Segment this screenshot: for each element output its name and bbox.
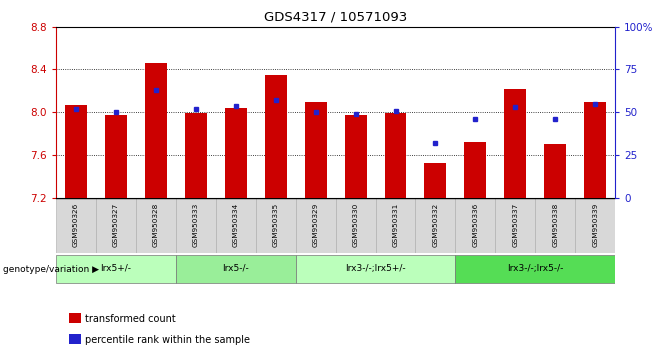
Text: GSM950326: GSM950326 xyxy=(73,202,79,247)
Text: GSM950332: GSM950332 xyxy=(432,202,438,247)
Bar xyxy=(584,102,606,198)
Bar xyxy=(105,115,127,198)
Bar xyxy=(495,198,536,253)
Bar xyxy=(384,114,407,198)
Bar xyxy=(415,198,455,253)
Bar xyxy=(216,198,256,253)
Text: GSM950334: GSM950334 xyxy=(233,202,239,247)
Bar xyxy=(176,198,216,253)
Text: GSM950329: GSM950329 xyxy=(313,202,318,247)
Bar xyxy=(225,108,247,198)
Bar xyxy=(424,163,446,198)
Text: GSM950339: GSM950339 xyxy=(592,202,598,247)
Text: GSM950328: GSM950328 xyxy=(153,202,159,247)
Bar xyxy=(176,255,295,283)
Bar xyxy=(455,255,615,283)
Bar xyxy=(544,143,567,198)
Text: transformed count: transformed count xyxy=(85,314,176,324)
Text: GSM950333: GSM950333 xyxy=(193,202,199,247)
Text: GSM950338: GSM950338 xyxy=(552,202,558,247)
Bar xyxy=(455,198,495,253)
Bar xyxy=(256,198,295,253)
Bar xyxy=(465,142,486,198)
Bar xyxy=(56,198,96,253)
Text: GSM950337: GSM950337 xyxy=(513,202,519,247)
Text: genotype/variation ▶: genotype/variation ▶ xyxy=(3,264,99,274)
Bar xyxy=(575,198,615,253)
Text: GSM950327: GSM950327 xyxy=(113,202,119,247)
Text: lrx3-/-;lrx5-/-: lrx3-/-;lrx5-/- xyxy=(507,264,563,273)
Text: GSM950331: GSM950331 xyxy=(393,202,399,247)
Text: GSM950335: GSM950335 xyxy=(272,202,278,247)
Bar xyxy=(65,105,87,198)
Bar xyxy=(185,114,207,198)
Text: GSM950336: GSM950336 xyxy=(472,202,478,247)
Bar xyxy=(336,198,376,253)
Text: GDS4317 / 10571093: GDS4317 / 10571093 xyxy=(264,11,407,24)
Bar xyxy=(96,198,136,253)
Bar xyxy=(295,198,336,253)
Bar xyxy=(56,255,176,283)
Bar xyxy=(295,255,455,283)
Text: GSM950330: GSM950330 xyxy=(353,202,359,247)
Bar xyxy=(345,115,367,198)
Text: lrx3-/-;lrx5+/-: lrx3-/-;lrx5+/- xyxy=(345,264,406,273)
Text: lrx5-/-: lrx5-/- xyxy=(222,264,249,273)
Text: percentile rank within the sample: percentile rank within the sample xyxy=(85,335,250,345)
Bar xyxy=(376,198,415,253)
Bar xyxy=(145,63,166,198)
Bar xyxy=(536,198,575,253)
Bar xyxy=(305,102,326,198)
Text: lrx5+/-: lrx5+/- xyxy=(101,264,132,273)
Bar xyxy=(505,89,526,198)
Bar xyxy=(265,75,287,198)
Bar xyxy=(136,198,176,253)
